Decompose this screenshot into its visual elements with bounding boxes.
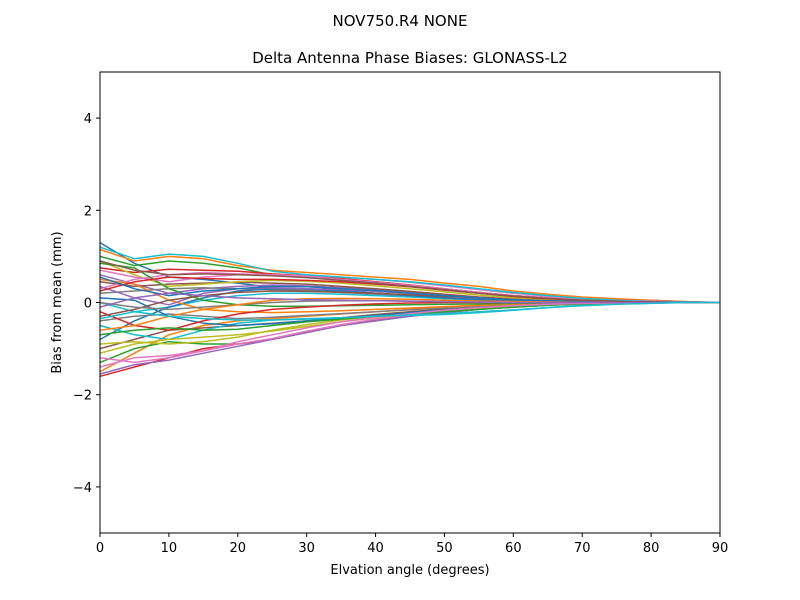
x-tick-label: 20 (230, 541, 247, 556)
y-tick-label: −2 (73, 389, 92, 404)
series-line-2 (99, 248, 721, 304)
chart-title: Delta Antenna Phase Biases: GLONASS-L2 (252, 49, 568, 67)
y-tick-label: 0 (84, 297, 92, 312)
figure-suptitle: NOV750.R4 NONE (333, 12, 468, 30)
x-tick-label: 40 (367, 541, 384, 556)
x-tick-label: 10 (161, 541, 178, 556)
y-tick-label: 2 (84, 204, 92, 219)
y-axis: −4 −2 0 2 4 (73, 112, 100, 496)
y-tick-label: −4 (73, 481, 92, 496)
series-layer (99, 241, 721, 378)
series-line-37 (99, 292, 720, 308)
y-axis-label: Bias from mean (mm) (50, 231, 65, 373)
x-tick-label: 0 (96, 541, 104, 556)
y-tick-label: 4 (84, 112, 92, 127)
x-tick-label: 30 (298, 541, 315, 556)
series-line-30 (99, 246, 721, 304)
x-tick-label: 70 (574, 541, 591, 556)
x-tick-label: 60 (505, 541, 522, 556)
x-tick-label: 80 (643, 541, 660, 556)
x-axis: 0 10 20 30 40 50 60 70 80 90 (96, 533, 728, 556)
x-tick-label: 50 (436, 541, 453, 556)
series-line-38 (99, 301, 720, 321)
x-axis-label: Elvation angle (degrees) (330, 563, 489, 578)
series-line-36 (99, 260, 720, 304)
x-tick-label: 90 (712, 541, 729, 556)
